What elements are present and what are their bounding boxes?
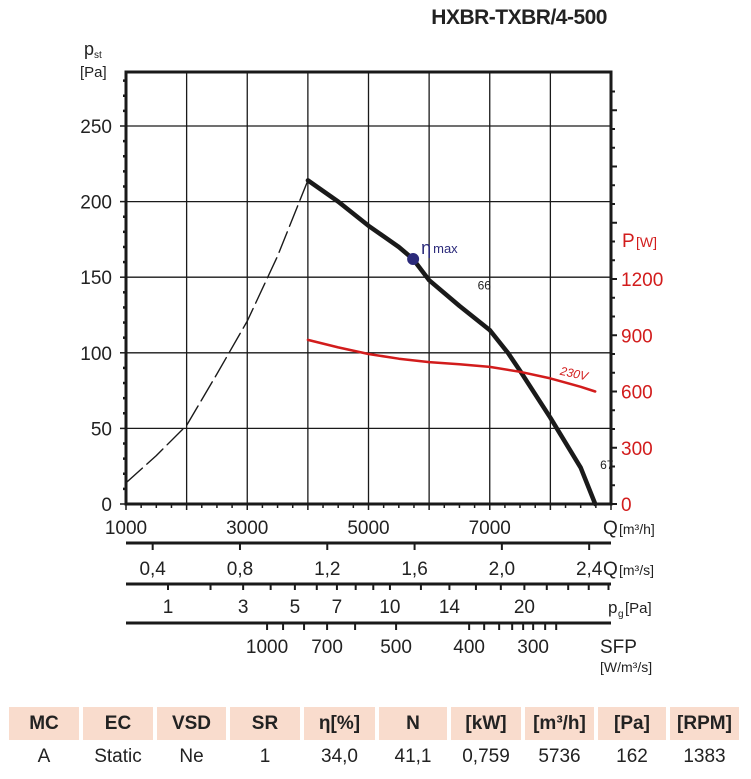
sfp-tick-label: 700 xyxy=(311,637,343,658)
x-tick-label: 7000 xyxy=(469,518,511,539)
value-mc: A xyxy=(37,746,51,767)
pg-tick-label: 10 xyxy=(379,597,400,618)
q-m3s-tick-label: 0,8 xyxy=(227,559,253,580)
value-flow: 5736 xyxy=(538,746,581,767)
y-tick-label: 200 xyxy=(80,193,112,214)
q-m3s-tick-label: 0,4 xyxy=(139,559,166,580)
value-n: 41,1 xyxy=(394,746,432,767)
value-pa: 162 xyxy=(616,746,648,767)
header-kw: [kW] xyxy=(451,707,521,740)
q-m3s-label: Q xyxy=(603,559,618,580)
header-sr: SR xyxy=(230,707,300,740)
y-tick-label: 250 xyxy=(80,117,112,138)
header-pa: [Pa] xyxy=(598,707,666,740)
eta-max-label: η xyxy=(421,238,431,258)
pg-tick-label: 14 xyxy=(439,597,461,618)
sfp-tick-label: 500 xyxy=(380,637,412,658)
value-sr: 1 xyxy=(259,746,271,767)
power-tick-label: 600 xyxy=(621,383,653,404)
y-tick-label: 150 xyxy=(80,268,112,289)
value-rpm: 1383 xyxy=(683,746,726,767)
pg-tick-label: 3 xyxy=(238,597,249,618)
q-m3s-unit: [m³/s] xyxy=(619,562,654,578)
header-mc: MC xyxy=(9,707,79,740)
sfp-unit: [W/m³/s] xyxy=(600,659,652,675)
pressure-curve xyxy=(305,178,598,507)
eta-max-label-sub: max xyxy=(433,241,458,256)
q-m3s-tick-label: 1,6 xyxy=(401,559,427,580)
pg-tick-label: 7 xyxy=(332,597,343,618)
value-efficiency: 34,0 xyxy=(321,746,358,767)
power-axis-unit: [W] xyxy=(636,234,657,250)
y-axis-label: p xyxy=(84,39,94,59)
header-efficiency: η[%] xyxy=(304,707,375,740)
pg-tick-label: 20 xyxy=(514,597,535,618)
y-tick-label: 100 xyxy=(80,344,112,365)
table-header-row: MC EC VSD SR η[%] N [kW] [m³/h] [Pa] [RP… xyxy=(9,707,739,740)
curve-annotation: 230V xyxy=(558,364,590,384)
power-axis-label: P xyxy=(622,231,635,252)
stall-region xyxy=(125,179,309,484)
header-rpm: [RPM] xyxy=(670,707,739,740)
y-axis-label-sub: st xyxy=(94,50,102,61)
header-n: N xyxy=(379,707,447,740)
pg-tick-label: 5 xyxy=(290,597,301,618)
header-flow: [m³/h] xyxy=(525,707,594,740)
power-tick-label: 900 xyxy=(621,326,653,347)
q-m3s-tick-label: 1,2 xyxy=(314,559,340,580)
y-axis-unit: [Pa] xyxy=(80,64,107,81)
pg-label: p xyxy=(608,598,617,617)
x-axis-unit: [m³/h] xyxy=(619,521,655,537)
sfp-label: SFP xyxy=(600,637,637,658)
x-tick-label: 5000 xyxy=(347,518,389,539)
value-kw: 0,759 xyxy=(462,746,510,767)
y-tick-label: 0 xyxy=(101,495,112,516)
power-tick-label: 1200 xyxy=(621,270,663,291)
x-tick-label: 1000 xyxy=(105,518,147,539)
curve-annotation: 66 xyxy=(478,278,492,292)
pg-tick-label: 1 xyxy=(163,597,174,618)
pg-label-sub: g xyxy=(618,609,624,620)
value-vsd: Ne xyxy=(179,746,204,767)
sfp-tick-label: 1000 xyxy=(246,637,288,658)
sfp-tick-label: 400 xyxy=(453,637,485,658)
q-m3s-tick-label: 2,4 xyxy=(576,559,603,580)
fan-spec-table: MC EC VSD SR η[%] N [kW] [m³/h] [Pa] [RP… xyxy=(5,704,743,774)
power-tick-label: 300 xyxy=(621,439,653,460)
q-m3s-tick-label: 2,0 xyxy=(489,559,515,580)
header-vsd: VSD xyxy=(157,707,226,740)
power-230V xyxy=(306,338,597,393)
chart-title: HXBR-TXBR/4-500 xyxy=(431,6,607,29)
value-ec: Static xyxy=(94,746,142,767)
curve-annotation: 67 xyxy=(600,458,614,472)
sfp-tick-label: 300 xyxy=(517,637,549,658)
eta-max-point xyxy=(407,253,420,266)
power-tick-label: 0 xyxy=(621,495,632,516)
y-tick-label: 50 xyxy=(91,419,112,440)
header-ec: EC xyxy=(83,707,153,740)
x-tick-label: 3000 xyxy=(226,518,268,539)
table-row: A Static Ne 1 34,0 41,1 0,759 5736 162 1… xyxy=(9,743,739,771)
pg-unit: [Pa] xyxy=(625,600,652,617)
x-axis-label: Q xyxy=(603,518,618,539)
